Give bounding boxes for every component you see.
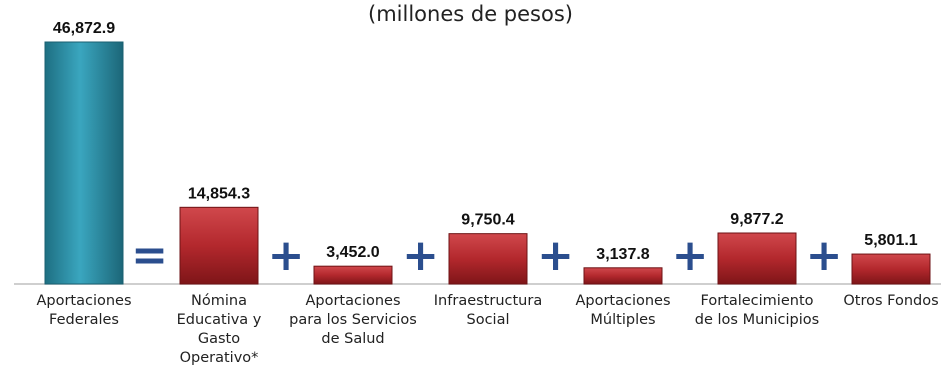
category-label-4: Aportaciones Múltiples: [575, 293, 671, 328]
bar-5: [717, 232, 797, 285]
plus-sign-5: +: [805, 230, 843, 281]
category-label-2: Aportaciones para los Servicios de Salud: [289, 293, 417, 347]
category-label-6: Otros Fondos: [843, 293, 939, 309]
value-label-2: 3,452.0: [326, 244, 379, 261]
bar-4: [583, 267, 663, 285]
value-label-1: 14,854.3: [188, 185, 250, 202]
category-label-3: Infraestructura Social: [433, 293, 543, 328]
value-label-6: 5,801.1: [864, 232, 917, 249]
equals-sign: =: [131, 230, 168, 281]
category-label-5: Fortalecimiento de los Municipios: [694, 293, 820, 328]
bar-6: [851, 253, 931, 285]
chart-subtitle: (millones de pesos): [368, 2, 573, 26]
value-label-4: 3,137.8: [596, 246, 649, 263]
value-label-5: 9,877.2: [730, 211, 783, 228]
bar-0: [44, 41, 124, 285]
bar-1: [179, 206, 259, 285]
bar-3: [448, 233, 528, 285]
plus-sign-4: +: [671, 230, 709, 281]
value-label-3: 9,750.4: [461, 212, 514, 229]
category-label-1: Nómina Educativa y Gasto Operativo*: [176, 293, 262, 366]
category-label-0: Aportaciones Federales: [36, 293, 132, 328]
value-label-0: 46,872.9: [53, 20, 115, 37]
plus-sign-3: +: [537, 230, 574, 281]
bar-2: [313, 265, 393, 285]
plus-sign-1: +: [267, 230, 305, 281]
plus-sign-2: +: [402, 230, 439, 281]
